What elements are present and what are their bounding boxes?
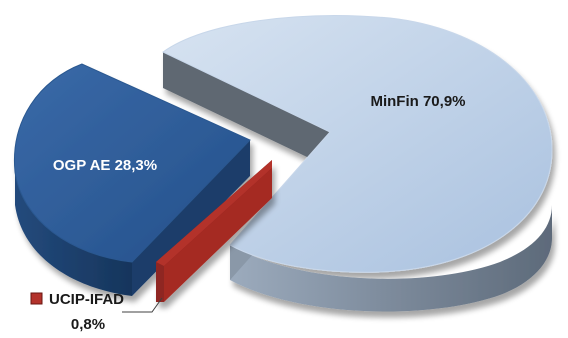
slice-ucip-front	[156, 262, 164, 302]
slice-ucip-top	[156, 160, 272, 266]
label-ucip: UCIP-IFAD	[49, 291, 124, 308]
slice-ogp-cut-face	[132, 140, 250, 296]
slice-ucip-face	[164, 168, 272, 302]
slice-minfin-cut-face	[163, 52, 330, 168]
label-ucip-value: 0,8%	[71, 316, 105, 333]
label-ogp: OGP AE 28,3%	[53, 157, 157, 174]
slice-minfin	[162, 15, 553, 312]
label-ucip-group: UCIP-IFAD 0,8%	[30, 291, 124, 333]
ucip-leader-line	[122, 297, 163, 313]
slice-ogp-top	[13, 63, 251, 263]
slice-ogp	[13, 63, 251, 296]
label-minfin: MinFin 70,9%	[370, 93, 465, 110]
slice-ogp-side	[15, 172, 132, 296]
slice-minfin-top	[162, 15, 553, 273]
slice-ucip	[156, 160, 272, 302]
slice-minfin-side	[230, 205, 552, 312]
ucip-legend-swatch	[30, 292, 43, 305]
